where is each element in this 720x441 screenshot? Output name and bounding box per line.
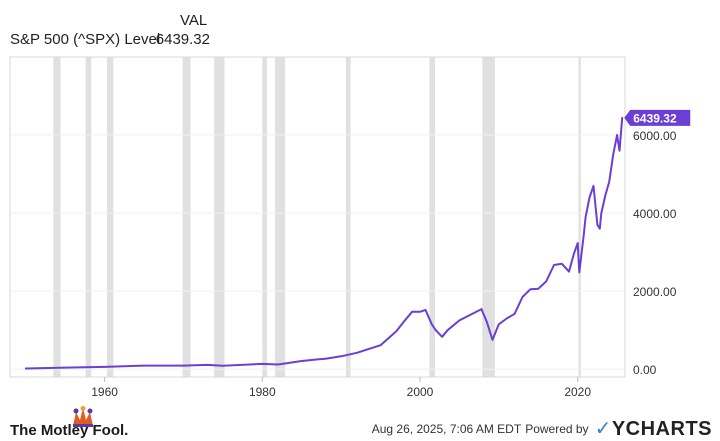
recession-band <box>262 57 268 377</box>
powered-by-text: Powered by <box>525 421 589 436</box>
recession-band <box>345 57 351 377</box>
last-value-badge: 6439.32 <box>624 109 691 126</box>
series-name: S&P 500 (^SPX) Level <box>10 31 161 48</box>
recession-band <box>482 57 495 377</box>
x-tick-label: 1980 <box>249 385 276 399</box>
series-value: 6439.32 <box>155 31 210 48</box>
last-value-label: 6439.32 <box>633 111 677 125</box>
attribution: Aug 26, 2025, 7:06 AM EDT Powered by ✓YC… <box>372 416 712 441</box>
jester-hat-icon <box>73 406 93 427</box>
series-line <box>24 116 624 370</box>
ycharts-logo: ✓YCHARTS <box>595 416 712 441</box>
recession-band <box>214 57 225 377</box>
brand-name: The Motley Fool. <box>10 422 129 439</box>
x-tick-label: 2020 <box>564 385 591 399</box>
timestamp: Aug 26, 2025, 7:06 AM EDT <box>371 421 522 436</box>
x-axis: 1960 1980 2000 2020 <box>91 377 591 399</box>
recession-band <box>85 57 92 377</box>
recession-band <box>429 57 435 377</box>
plot-frame <box>9 56 626 378</box>
x-tick-label: 2000 <box>407 385 434 399</box>
recession-band <box>182 57 191 377</box>
recession-bands <box>53 57 581 377</box>
y-tick-label: 2000.00 <box>633 285 677 299</box>
x-tick-label: 1960 <box>91 385 118 399</box>
recession-band <box>53 57 61 377</box>
recession-band <box>274 57 286 377</box>
y-tick-label: 4000.00 <box>633 207 677 221</box>
value-column-header: VAL <box>180 12 208 29</box>
ycharts-wordmark: YCHARTS <box>611 418 712 440</box>
y-tick-label: 6000.00 <box>633 129 677 143</box>
recession-band <box>106 57 114 377</box>
y-axis: 0.00 2000.00 4000.00 6000.00 <box>10 129 677 377</box>
ycharts-y-icon: ✓ <box>594 418 612 440</box>
y-tick-label: 0.00 <box>633 363 657 377</box>
recession-band <box>578 57 581 377</box>
